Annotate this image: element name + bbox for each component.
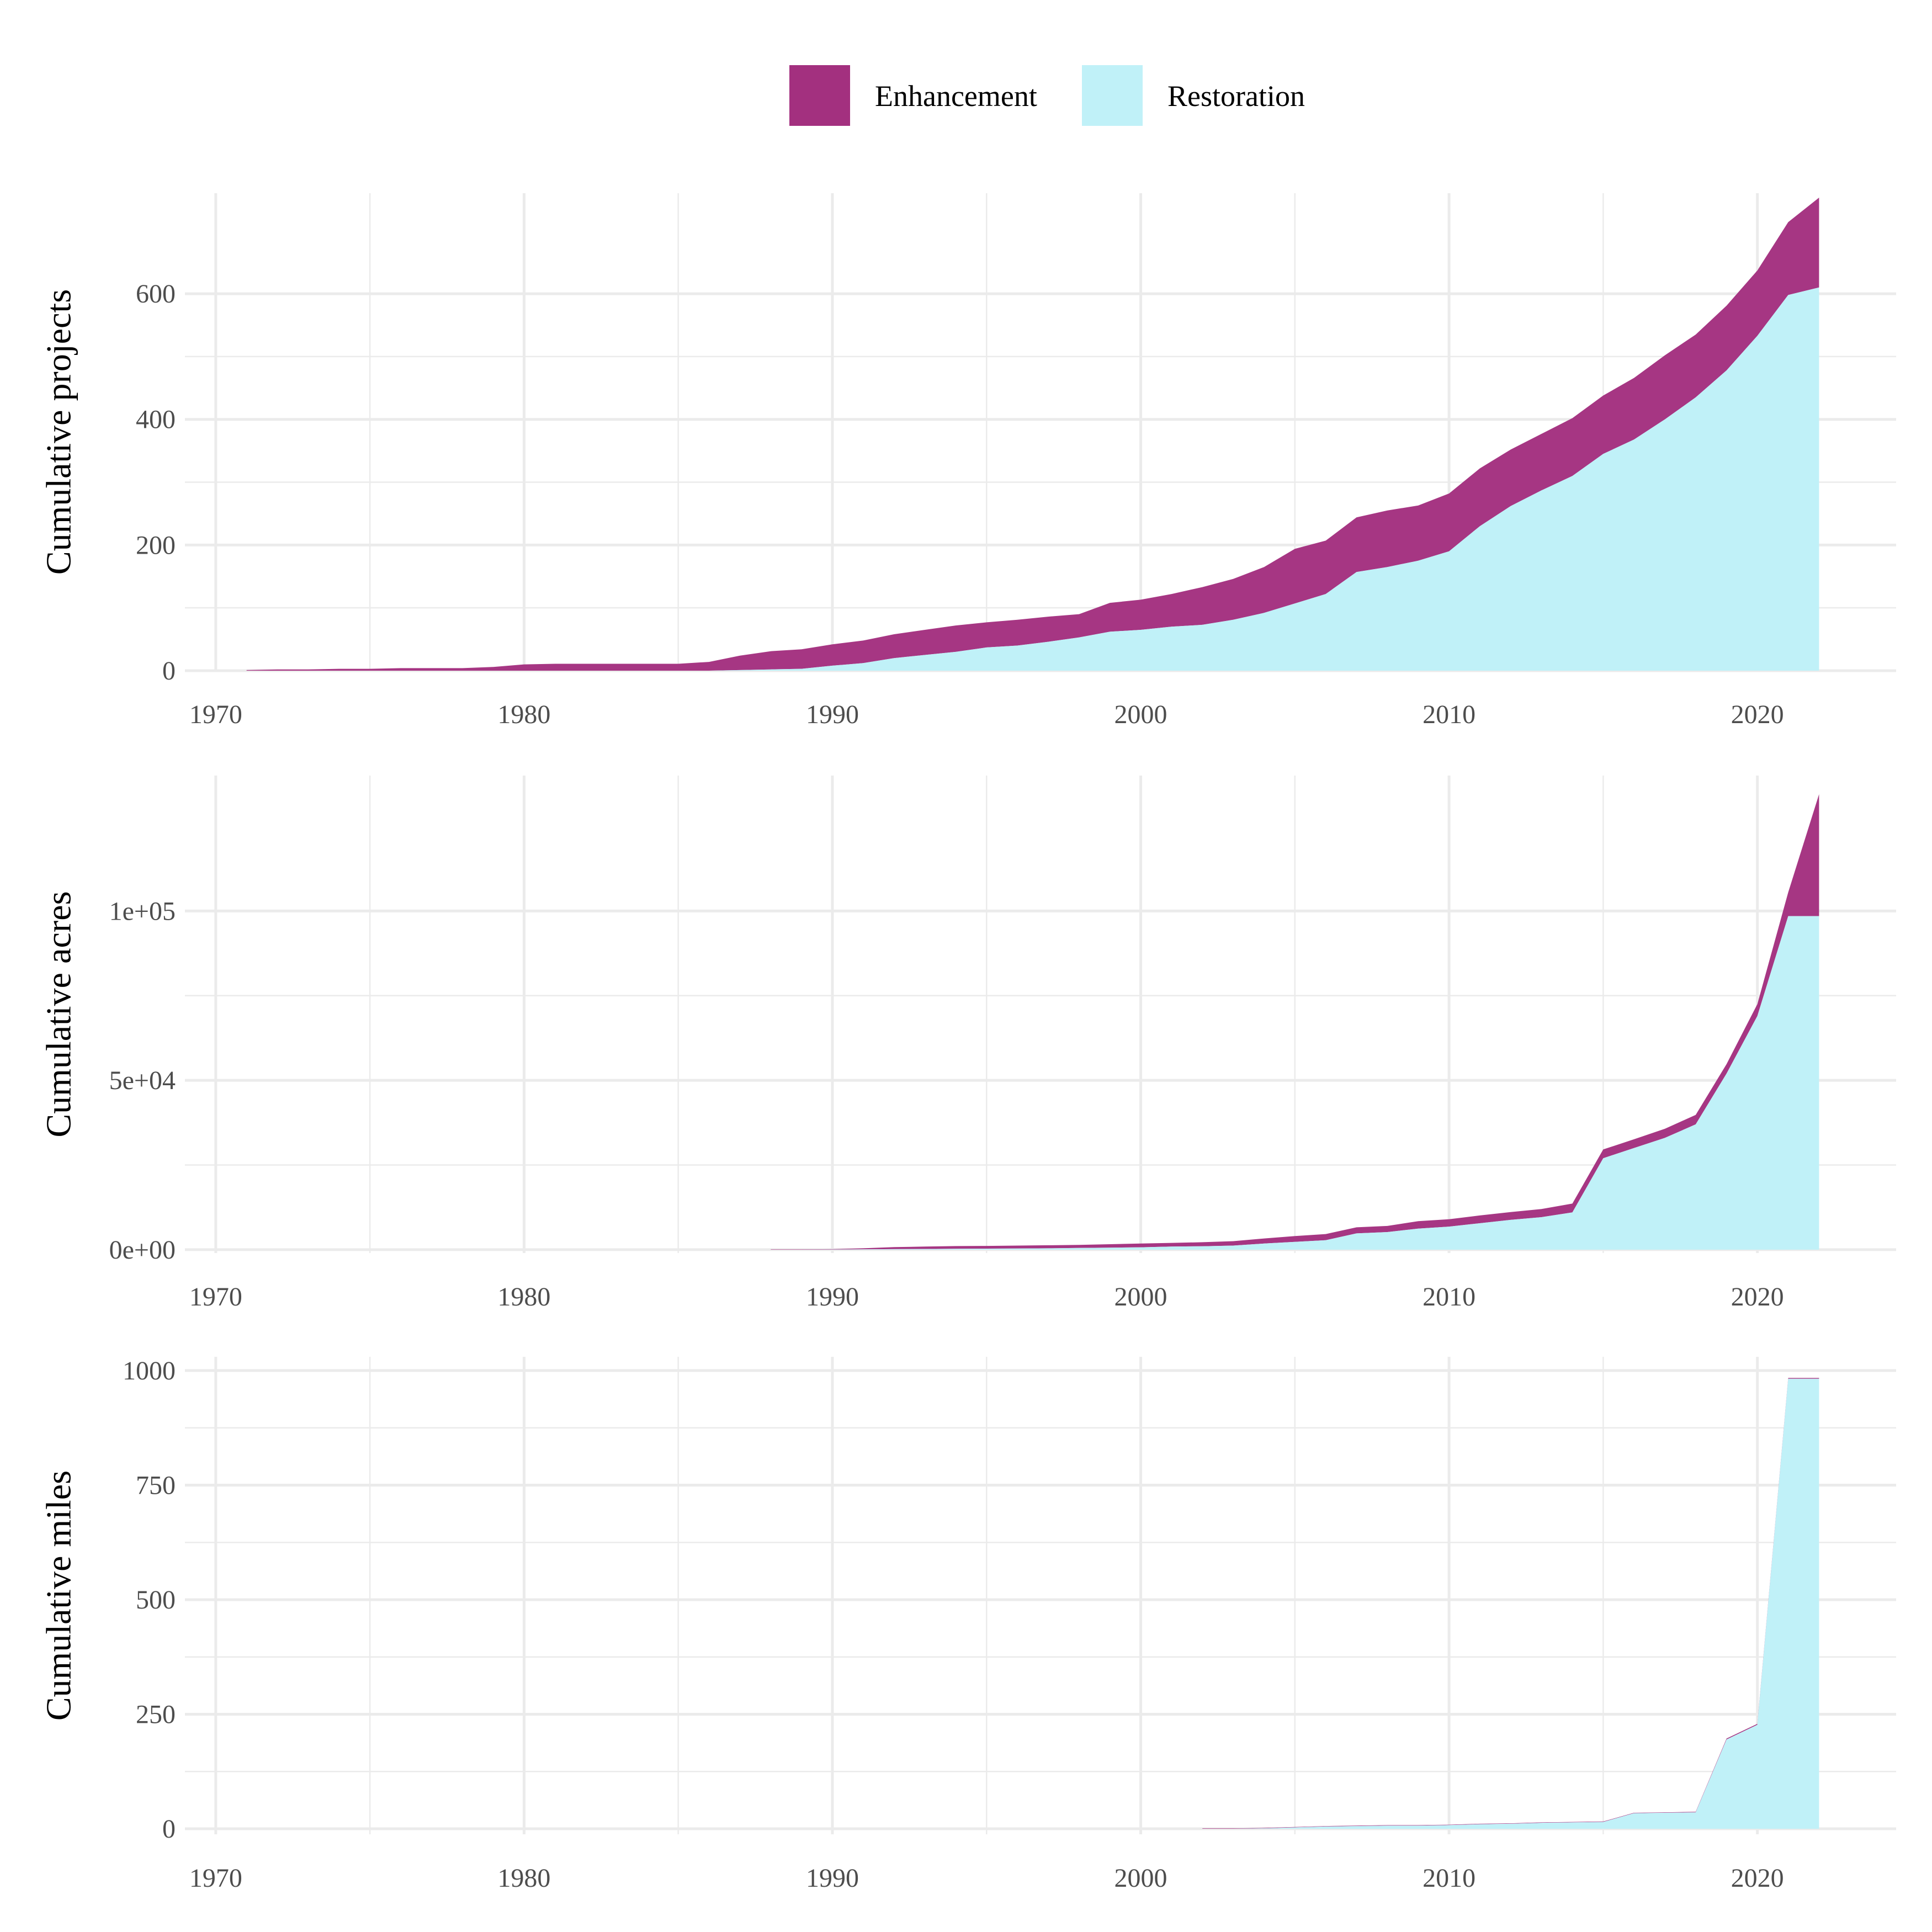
legend-key-enhancement bbox=[789, 65, 850, 126]
y-axis-title: Cumulative miles bbox=[39, 1471, 78, 1721]
areas bbox=[246, 198, 1819, 671]
area-restoration bbox=[246, 287, 1819, 671]
legend-label-restoration: Restoration bbox=[1167, 79, 1305, 113]
y-tick-label: 250 bbox=[136, 1700, 176, 1729]
x-tick-label: 2020 bbox=[1731, 1282, 1784, 1312]
x-tick-label: 2010 bbox=[1423, 1282, 1475, 1312]
legend-key-restoration bbox=[1082, 65, 1143, 126]
grid bbox=[185, 1357, 1896, 1834]
x-tick-label: 1980 bbox=[497, 700, 550, 729]
x-tick-label: 1980 bbox=[497, 1282, 550, 1312]
y-tick-label: 0e+00 bbox=[109, 1235, 176, 1265]
x-tick-label: 1990 bbox=[806, 1864, 859, 1893]
y-axis-title: Cumulative projects bbox=[39, 289, 78, 575]
x-tick-label: 2010 bbox=[1423, 1864, 1475, 1893]
x-tick-label: 2020 bbox=[1731, 700, 1784, 729]
x-tick-label: 1980 bbox=[497, 1864, 550, 1893]
y-tick-label: 600 bbox=[136, 279, 176, 309]
legend: Enhancement Restoration bbox=[789, 65, 1305, 126]
x-tick-label: 1970 bbox=[189, 1282, 242, 1312]
y-tick-label: 200 bbox=[136, 530, 176, 560]
area-restoration bbox=[1202, 1378, 1819, 1829]
areas bbox=[1202, 1378, 1819, 1829]
y-axis-title: Cumulative acres bbox=[39, 891, 78, 1137]
panel-miles: Cumulative miles 0 250 500 750 1000 1970 1980 1… bbox=[39, 1356, 1896, 1893]
areas bbox=[771, 794, 1819, 1250]
x-tick-label: 2020 bbox=[1731, 1864, 1784, 1893]
y-tick-label: 750 bbox=[136, 1471, 176, 1500]
x-tick-label: 1970 bbox=[189, 700, 242, 729]
y-tick-label: 400 bbox=[136, 405, 176, 434]
y-tick-label: 0 bbox=[162, 656, 176, 686]
x-tick-label: 2000 bbox=[1114, 1282, 1167, 1312]
y-tick-label: 1e+05 bbox=[109, 896, 176, 926]
x-tick-label: 2010 bbox=[1423, 700, 1475, 729]
x-tick-label: 2000 bbox=[1114, 1864, 1167, 1893]
x-tick-label: 2000 bbox=[1114, 700, 1167, 729]
y-tick-label: 500 bbox=[136, 1585, 176, 1615]
panel-acres: Cumulative acres 0e+00 5e+04 1e+05 1970 1980… bbox=[39, 776, 1896, 1312]
y-tick-label: 5e+04 bbox=[109, 1066, 176, 1095]
x-tick-label: 1990 bbox=[806, 700, 859, 729]
y-tick-label: 0 bbox=[162, 1814, 176, 1844]
x-tick-label: 1990 bbox=[806, 1282, 859, 1312]
legend-label-enhancement: Enhancement bbox=[875, 79, 1037, 113]
panel-projects: Cumulative projects 0 200 400 600 1970 1980 19… bbox=[39, 193, 1896, 729]
area-restoration bbox=[771, 916, 1819, 1250]
x-tick-label: 1970 bbox=[189, 1864, 242, 1893]
y-tick-label: 1000 bbox=[123, 1356, 176, 1386]
area-enhancement bbox=[246, 198, 1819, 671]
